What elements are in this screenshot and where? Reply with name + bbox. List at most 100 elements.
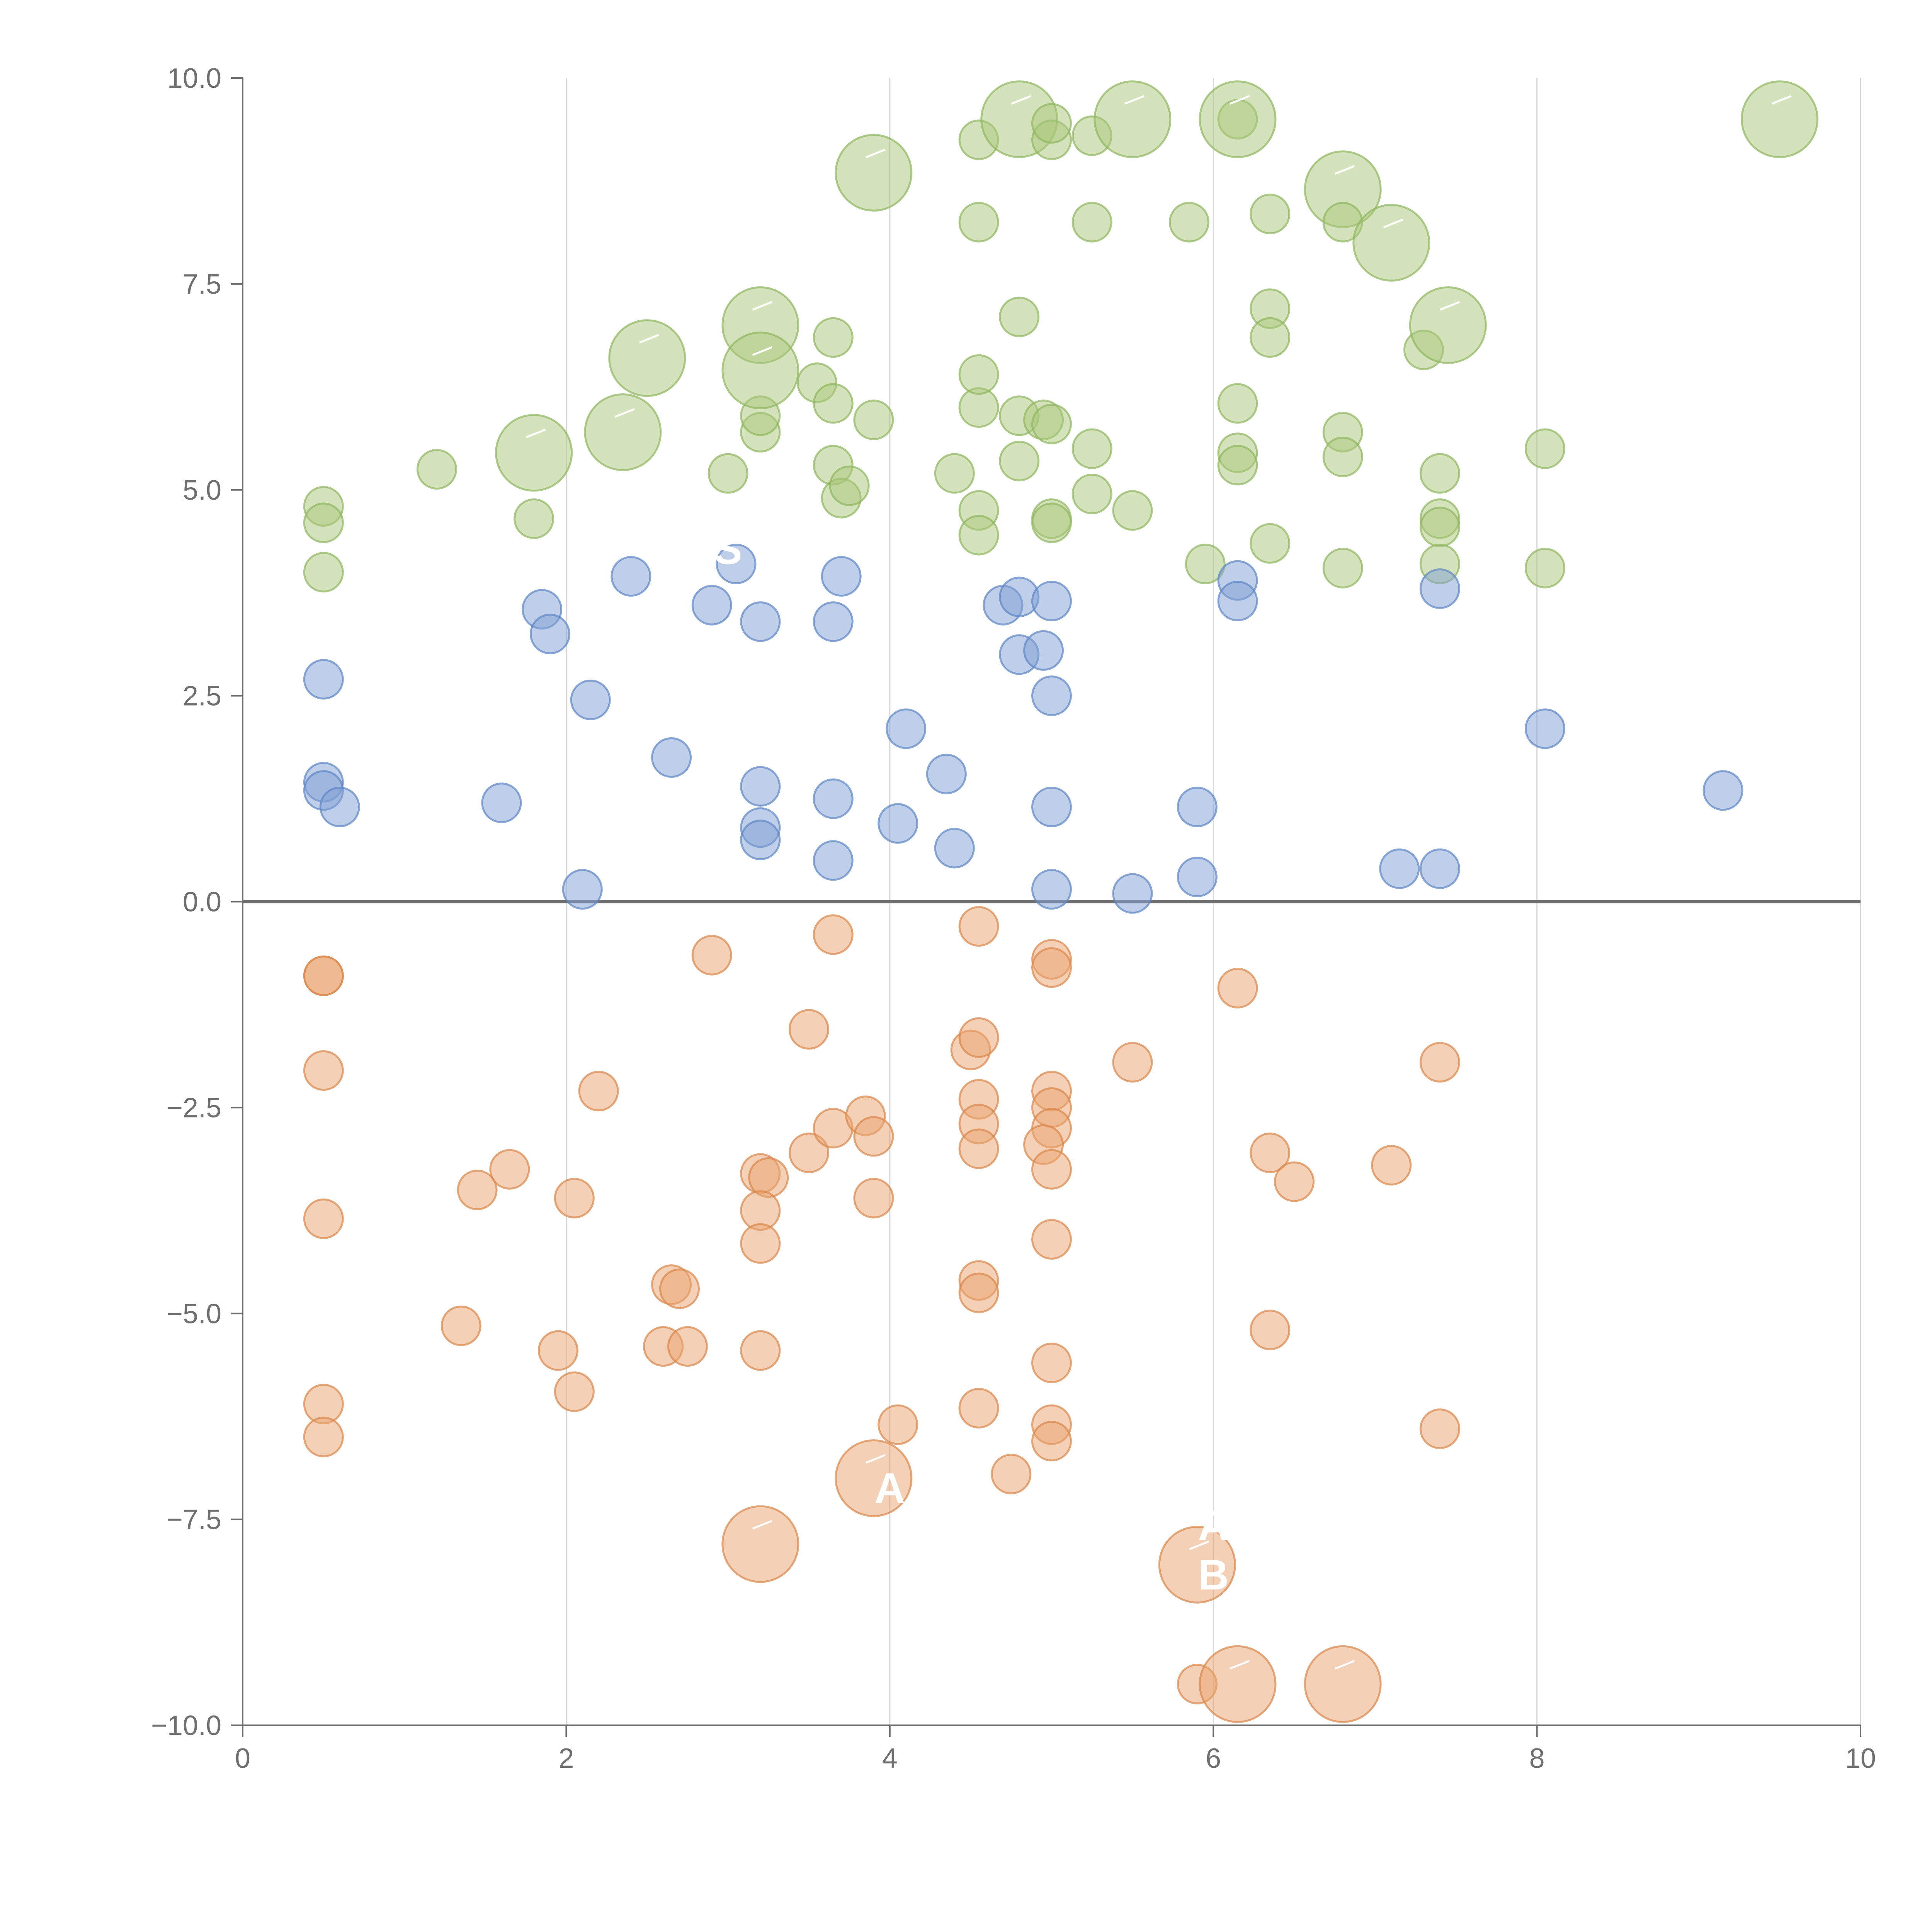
bubble-green [1071, 428, 1112, 469]
bubble-blue [1419, 848, 1460, 889]
bubble-blue [562, 869, 603, 910]
bubble-leader-line [752, 1520, 772, 1530]
bubble-blue [934, 828, 975, 869]
bubble-orange [1304, 1645, 1382, 1723]
y-tick-label: −5.0 [167, 1298, 221, 1329]
bubble-orange [813, 914, 854, 955]
bubble-green [1217, 383, 1258, 424]
bubble-blue [481, 782, 522, 823]
bubble-green [584, 393, 662, 471]
bubble-green [1250, 194, 1291, 235]
bubble-orange [991, 1454, 1032, 1495]
bubble-green [303, 502, 344, 543]
bubble-green [1250, 317, 1291, 358]
bubble-orange [440, 1305, 481, 1346]
bubble-leader-line [1189, 1541, 1209, 1550]
bubble-orange [1031, 1342, 1072, 1383]
axes: 0 2 4 6 8 10 −10.0 −7.5 −5.0 −2.5 0.0 2.5 5.0 7.5 10.0 [151, 63, 1876, 1774]
bubble-orange [1250, 1310, 1291, 1350]
x-tick-label: 10 [1845, 1743, 1876, 1774]
bubble-orange [1199, 1645, 1277, 1723]
bubble-leader-line [752, 301, 772, 311]
bubble-orange [303, 1198, 344, 1239]
bubble-green [1419, 507, 1460, 548]
bubble-leader-line [1771, 95, 1792, 105]
y-tick-label: 7.5 [183, 269, 221, 300]
bubble-green [1525, 428, 1566, 469]
bubble-orange [740, 1330, 781, 1371]
bubble-orange [578, 1071, 619, 1112]
bubble-leader-line [526, 429, 546, 439]
bubble-orange [303, 1050, 344, 1091]
bubble-orange [853, 1178, 894, 1219]
y-tick-label: 2.5 [183, 681, 221, 712]
bubble-blue [1217, 581, 1258, 622]
bubble-green [999, 296, 1040, 337]
bubble-blue [1525, 708, 1566, 749]
bubble-blue [1702, 770, 1743, 811]
bubble-blue [813, 601, 854, 642]
bubble-annotation: A [1198, 1502, 1228, 1549]
bubble-blue [1177, 786, 1218, 827]
bubble-leader-line [866, 1454, 886, 1464]
bubble-orange [835, 1439, 913, 1517]
bubble-green [1031, 502, 1072, 543]
bubble-green [1031, 403, 1072, 444]
bubble-green [813, 383, 854, 424]
bubble-orange [788, 1009, 829, 1050]
bubble-green [1168, 202, 1209, 243]
bubble-green [958, 515, 999, 556]
bubble-blue [1023, 630, 1064, 671]
x-tick-label: 8 [1529, 1743, 1545, 1774]
bubble-blue [813, 778, 854, 819]
bubble-leader-line [1383, 218, 1403, 228]
bubble-orange [1217, 968, 1258, 1009]
bubble-orange [958, 1272, 999, 1313]
bubble-blue [1177, 857, 1218, 898]
bubble-leader-line [615, 408, 635, 418]
bubble-orange [537, 1330, 578, 1371]
y-tick-label: 0.0 [183, 887, 221, 918]
bubble-orange [1031, 1219, 1072, 1260]
y-tick-label: −2.5 [167, 1092, 221, 1123]
bubble-green [1409, 286, 1487, 364]
bubble-orange [1158, 1526, 1236, 1604]
x-tick-label: 2 [558, 1743, 574, 1774]
bubble-annotation: S [714, 526, 742, 573]
bubble-blue [821, 556, 862, 597]
bubble-blue [886, 708, 927, 749]
y-tick-label: −7.5 [167, 1504, 221, 1535]
bubble-green [1419, 453, 1460, 494]
bubble-blue [691, 585, 732, 626]
bubble-orange [1419, 1408, 1460, 1449]
bubble-green [416, 449, 457, 490]
bubble-blue [878, 803, 918, 844]
bubble-green [1094, 80, 1172, 158]
x-tick-label: 4 [882, 1743, 898, 1774]
bubble-orange [853, 1116, 894, 1157]
bubble-leader-line [639, 334, 659, 344]
bubble-orange [659, 1268, 700, 1309]
bubble-blue [1419, 568, 1460, 609]
bubble-blue [1112, 873, 1153, 914]
bubble-leader-line [752, 346, 772, 356]
bubble-blue [1031, 786, 1072, 827]
bubble-annotation: A [874, 1464, 905, 1512]
bubble-orange [1274, 1161, 1315, 1202]
bubble-green [999, 440, 1040, 481]
y-tick-label: 10.0 [167, 63, 221, 94]
bubble-blue [1031, 675, 1072, 716]
bubble-orange [788, 1133, 829, 1173]
bubble-blue [530, 614, 571, 655]
bubble-blue [611, 556, 651, 597]
bubble-orange [691, 935, 732, 976]
bubble-blue [570, 679, 611, 720]
bubble-orange [721, 1505, 799, 1583]
bubble-orange [303, 955, 344, 996]
bubble-orange [958, 1388, 999, 1429]
bubble-orange [958, 1128, 999, 1169]
bubble-leader-line [1440, 301, 1460, 311]
bubble-green [1250, 523, 1291, 564]
bubble-green [608, 319, 686, 397]
